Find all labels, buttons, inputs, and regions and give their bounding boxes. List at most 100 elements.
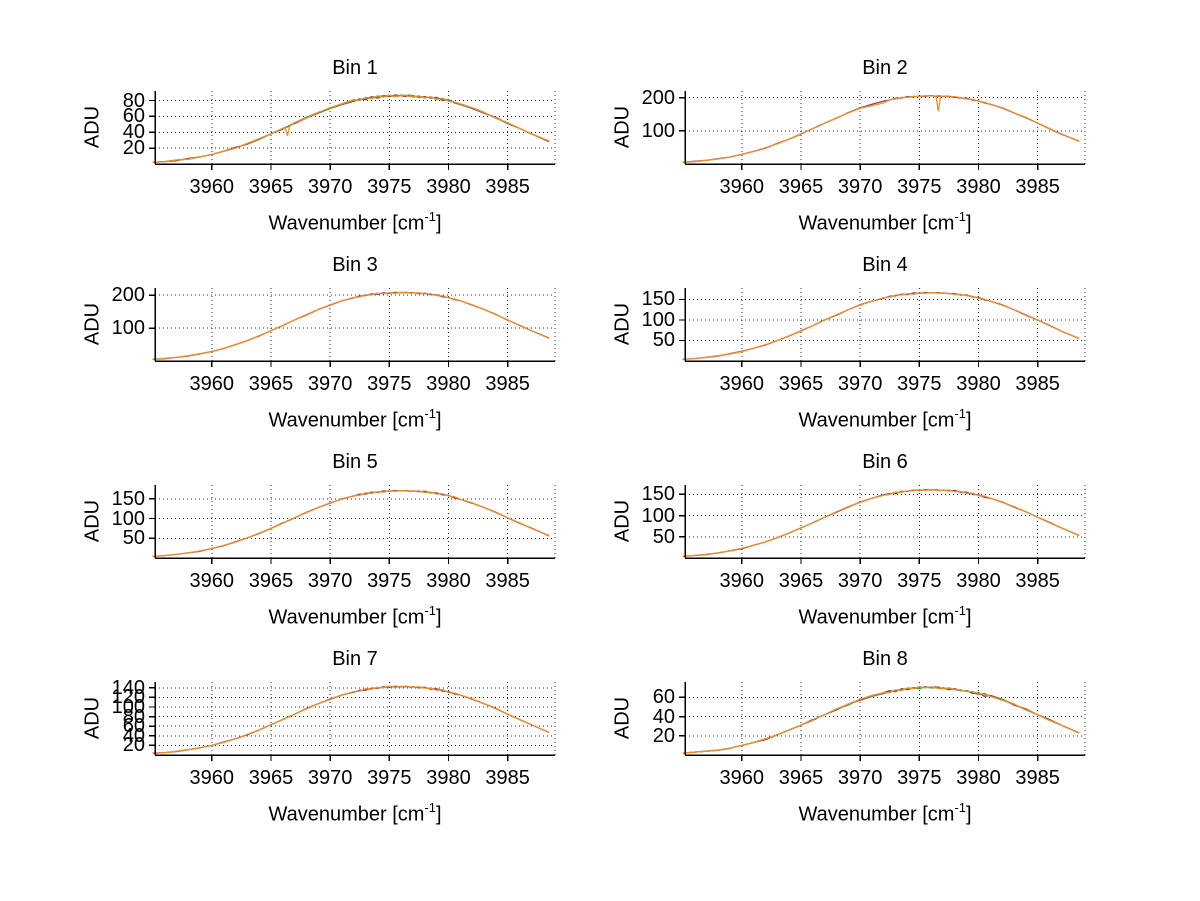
x-tick-label: 3985 <box>485 570 530 592</box>
subplot-bin-5: Bin 5 ADU 50 100 150 3960 3965 3970 3975 3980 3985… <box>82 451 556 629</box>
y-tick-label: 50 <box>122 527 145 550</box>
x-tick-label: 3975 <box>367 373 412 395</box>
x-tick-label: 3965 <box>778 767 824 789</box>
x-tick-label: 3965 <box>778 176 824 198</box>
y-tick-label: 150 <box>641 483 675 506</box>
scan-dark-trace <box>152 685 550 754</box>
x-axis-label: Wavenumber [cm-1] <box>685 800 1085 827</box>
y-tick-label: 100 <box>111 695 145 718</box>
plot-area <box>149 485 556 564</box>
x-axis-label-text: ] <box>965 212 972 235</box>
y-tick-label: 80 <box>122 705 145 728</box>
x-tick-label: 3970 <box>307 373 353 395</box>
x-tick-label: 3965 <box>248 570 294 592</box>
x-tick-label: 3965 <box>248 373 294 395</box>
y-tick-label: 200 <box>641 86 675 109</box>
scan-green-trace <box>682 686 1080 754</box>
scan-orange-trace <box>152 685 550 755</box>
x-tick-label: 3985 <box>1015 373 1060 395</box>
y-tick-label: 80 <box>122 89 145 112</box>
x-tick-label: 3980 <box>956 570 1001 592</box>
x-axis-label-text: ] <box>435 409 442 432</box>
x-axis-label: Wavenumber [cm-1] <box>685 209 1085 236</box>
x-axis-label: Wavenumber [cm-1] <box>155 603 555 630</box>
x-axis-label-text: -1 <box>954 209 966 224</box>
x-axis-label-text: Wavenumber [cm <box>268 606 425 629</box>
x-axis-label-text: -1 <box>424 800 436 815</box>
y-tick-label: 60 <box>652 686 675 709</box>
subplot-bin-7: Bin 7 ADU 20 40 60 80 100 120 140 3960 3965 3970 397… <box>82 648 556 826</box>
y-tick-label: 100 <box>641 308 675 331</box>
x-axis-label-text: -1 <box>424 406 436 421</box>
x-axis-label-text: Wavenumber [cm <box>798 606 955 629</box>
x-axis-label: Wavenumber [cm-1] <box>685 603 1085 630</box>
x-tick-label: 3960 <box>719 767 765 789</box>
scan-orange-trace <box>152 94 550 164</box>
subplot-title: Bin 8 <box>862 648 908 670</box>
x-tick-label: 3970 <box>837 176 883 198</box>
y-tick-label: 40 <box>122 121 145 144</box>
scan-dark-trace <box>682 686 1080 754</box>
y-tick-label: 100 <box>111 507 145 530</box>
x-tick-label: 3975 <box>367 570 412 592</box>
x-tick-label: 3970 <box>837 570 883 592</box>
x-tick-label: 3970 <box>307 570 353 592</box>
subplot-bin-4: Bin 4 ADU 50 100 150 3960 3965 3970 3975 3980 3985… <box>612 254 1086 432</box>
subplot-title: Bin 3 <box>332 254 378 276</box>
y-tick-label: 120 <box>111 686 145 709</box>
x-tick-label: 3985 <box>485 176 530 198</box>
x-tick-label: 3980 <box>956 176 1001 198</box>
x-tick-label: 3960 <box>189 373 235 395</box>
x-tick-label: 3970 <box>837 373 883 395</box>
x-tick-label: 3985 <box>1015 176 1060 198</box>
scan-orange-trace <box>682 686 1080 754</box>
y-tick-label: 100 <box>641 504 675 527</box>
x-axis-label-text: Wavenumber [cm <box>798 409 955 432</box>
subplot-title: Bin 2 <box>862 57 908 79</box>
x-tick-label: 3970 <box>307 767 353 789</box>
x-axis-label: Wavenumber [cm-1] <box>155 209 555 236</box>
y-tick-label: 20 <box>122 137 145 160</box>
x-axis-label-text: -1 <box>424 209 436 224</box>
x-axis-label-text: ] <box>435 803 442 826</box>
x-tick-label: 3960 <box>189 570 235 592</box>
y-tick-label: 200 <box>111 284 145 307</box>
x-tick-label: 3985 <box>485 373 530 395</box>
x-tick-label: 3975 <box>367 176 412 198</box>
subplot-title: Bin 1 <box>332 57 378 79</box>
x-axis-label-text: -1 <box>954 603 966 618</box>
scan-dark-trace <box>152 291 550 361</box>
scan-dark-trace <box>682 291 1080 361</box>
y-tick-label: 40 <box>652 705 675 728</box>
plot-area <box>149 288 556 367</box>
scan-dark-trace <box>152 94 550 164</box>
x-tick-label: 3960 <box>719 373 765 395</box>
x-axis-label-text: Wavenumber [cm <box>268 803 425 826</box>
x-axis-label-text: ] <box>435 212 442 235</box>
x-axis-label-text: -1 <box>424 603 436 618</box>
scan-dark-trace <box>152 489 550 558</box>
y-tick-label: 100 <box>641 119 675 142</box>
y-tick-label: 20 <box>652 724 675 747</box>
x-axis-label-text: -1 <box>954 406 966 421</box>
x-tick-label: 3985 <box>1015 767 1060 789</box>
subplot-title: Bin 5 <box>332 451 378 473</box>
plot-area <box>679 91 1086 170</box>
plot-area <box>679 485 1086 564</box>
y-tick-label: 140 <box>111 676 145 699</box>
x-tick-label: 3970 <box>837 767 883 789</box>
scan-orange-trace <box>682 94 1080 163</box>
x-axis-label-text: ] <box>435 606 442 629</box>
subplot-title: Bin 4 <box>862 254 908 276</box>
x-tick-label: 3980 <box>426 176 471 198</box>
y-tick-label: 50 <box>652 525 675 548</box>
plot-area <box>149 91 556 170</box>
x-axis-label-text: Wavenumber [cm <box>798 212 955 235</box>
x-tick-label: 3965 <box>248 767 294 789</box>
subplot-title: Bin 6 <box>862 451 908 473</box>
y-tick-label: 50 <box>652 329 675 352</box>
subplot-bin-2: Bin 2 ADU 100 200 3960 3965 3970 3975 3980 3985 Wa… <box>612 57 1086 235</box>
x-tick-label: 3985 <box>1015 570 1060 592</box>
scan-dark-trace <box>682 94 1080 163</box>
